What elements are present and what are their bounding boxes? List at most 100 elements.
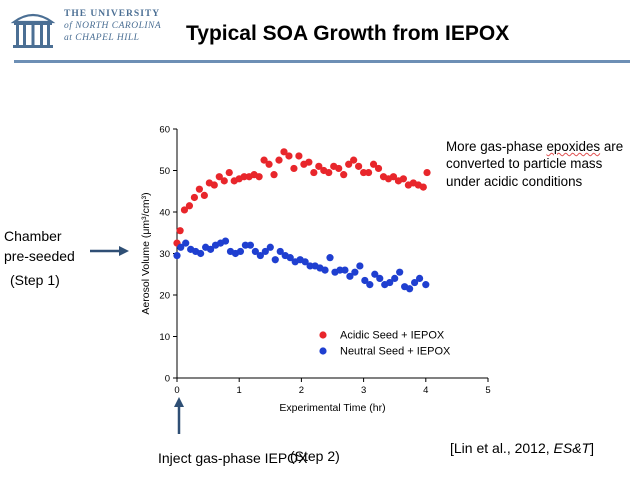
y-tick-label: 0 [165,374,170,385]
data-point [256,251,264,260]
y-tick-label: 20 [159,291,170,302]
data-point [195,185,203,193]
data-point [422,281,430,289]
x-tick-label: 3 [361,385,366,396]
data-point [177,243,185,251]
data-point [271,256,279,264]
data-point [295,152,303,160]
y-tick-label: 60 [159,125,170,136]
data-point [391,274,399,282]
y-axis-label: Aerosol Volume (μm³/cm³) [140,192,152,314]
slide-title: Typical SOA Growth from IEPOX [186,22,510,45]
x-tick-label: 1 [237,385,242,396]
data-point [185,202,194,210]
title-divider [14,60,630,63]
step-2-label: (Step 2) [290,448,340,464]
data-point [315,162,323,170]
data-point [386,278,394,287]
old-well-icon [10,13,56,48]
legend-marker [319,331,327,339]
legend-marker [319,347,327,355]
data-point [182,239,190,247]
x-tick-label: 5 [485,385,490,396]
note-spellcheck-word: epoxides [546,139,601,154]
logo-line-1: THE UNIVERSITY [64,9,161,19]
citation: [Lin et al., 2012, ES&T] [450,440,594,456]
data-point [215,173,223,181]
data-point [361,276,369,285]
data-point [221,237,230,245]
step-1-label: (Step 1) [10,272,60,288]
series-neutral [173,237,430,293]
data-point [356,262,364,270]
data-point [290,164,298,173]
data-point [423,168,431,177]
data-point [265,160,273,168]
data-point [396,268,404,276]
data-point [355,162,363,170]
data-point [200,191,208,199]
data-point [310,168,318,177]
data-point [321,266,329,274]
data-point [190,193,199,202]
chart-legend: Acidic Seed + IEPOX Neutral Seed + IEPOX [319,330,451,358]
data-point [335,164,343,173]
data-point [197,249,205,258]
chamber-label: Chamber pre-seeded [4,226,75,266]
chamber-arrow [90,246,129,256]
data-point [266,243,274,251]
data-point [225,168,233,177]
data-point [280,148,288,156]
data-point [241,241,250,249]
data-point [364,168,373,177]
legend-label: Neutral Seed + IEPOX [340,346,451,358]
data-point [260,156,268,164]
data-point [336,266,344,274]
data-point [341,266,349,274]
data-point [399,175,408,183]
logo-line-3: at CHAPEL HILL [64,33,140,43]
data-point [246,241,254,249]
inject-label: Inject gas-phase IEPOX [158,450,308,466]
data-point [374,164,383,173]
data-point [350,156,358,164]
data-point [366,281,374,289]
y-tick-label: 30 [159,249,170,260]
data-point [210,181,218,189]
y-tick-label: 50 [159,166,170,177]
data-point [275,156,283,164]
data-point [406,285,414,293]
data-point [369,160,378,168]
chamber-line-2: pre-seeded [4,248,75,264]
data-point [286,254,294,262]
data-point [351,268,359,276]
legend-label: Acidic Seed + IEPOX [340,330,445,342]
data-point [206,245,215,253]
data-point [306,262,314,270]
citation-start: [Lin et al., 2012, [450,440,554,456]
note-text-start: More gas-phase [446,139,547,154]
inject-arrow [174,397,184,434]
data-point [360,168,368,177]
data-point [345,160,353,168]
data-point [270,171,278,179]
citation-end: ] [590,440,594,456]
data-point [371,270,379,278]
citation-journal: ES&T [553,440,591,456]
x-tick-label: 0 [174,385,179,396]
data-point [180,206,189,214]
data-point [340,171,348,179]
annotation-note: More gas-phase epoxides are converted to… [446,138,626,190]
note-text-end: are converted to particle mass under aci… [446,139,624,189]
data-point [220,177,228,185]
university-wordmark: THE UNIVERSITY of NORTH CAROLINA at CHAP… [64,8,184,44]
chamber-line-1: Chamber [4,228,62,244]
data-point [236,247,245,256]
data-point [251,247,259,256]
logo-line-2: of NORTH CAROLINA [64,21,162,31]
data-point [325,168,333,177]
y-tick-label: 10 [159,332,170,343]
x-axis-label: Experimental Time (hr) [279,402,385,414]
data-point [176,227,184,235]
data-point [240,173,248,181]
